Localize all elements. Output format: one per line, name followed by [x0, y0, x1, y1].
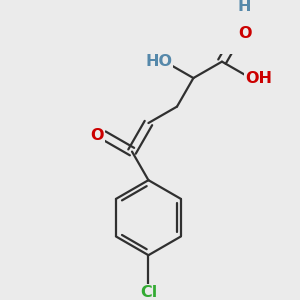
Text: OH: OH: [245, 70, 272, 86]
Text: Cl: Cl: [140, 285, 157, 300]
Text: O: O: [90, 128, 104, 143]
Text: H: H: [238, 0, 251, 14]
Text: HO: HO: [145, 54, 172, 69]
Text: O: O: [238, 26, 251, 40]
